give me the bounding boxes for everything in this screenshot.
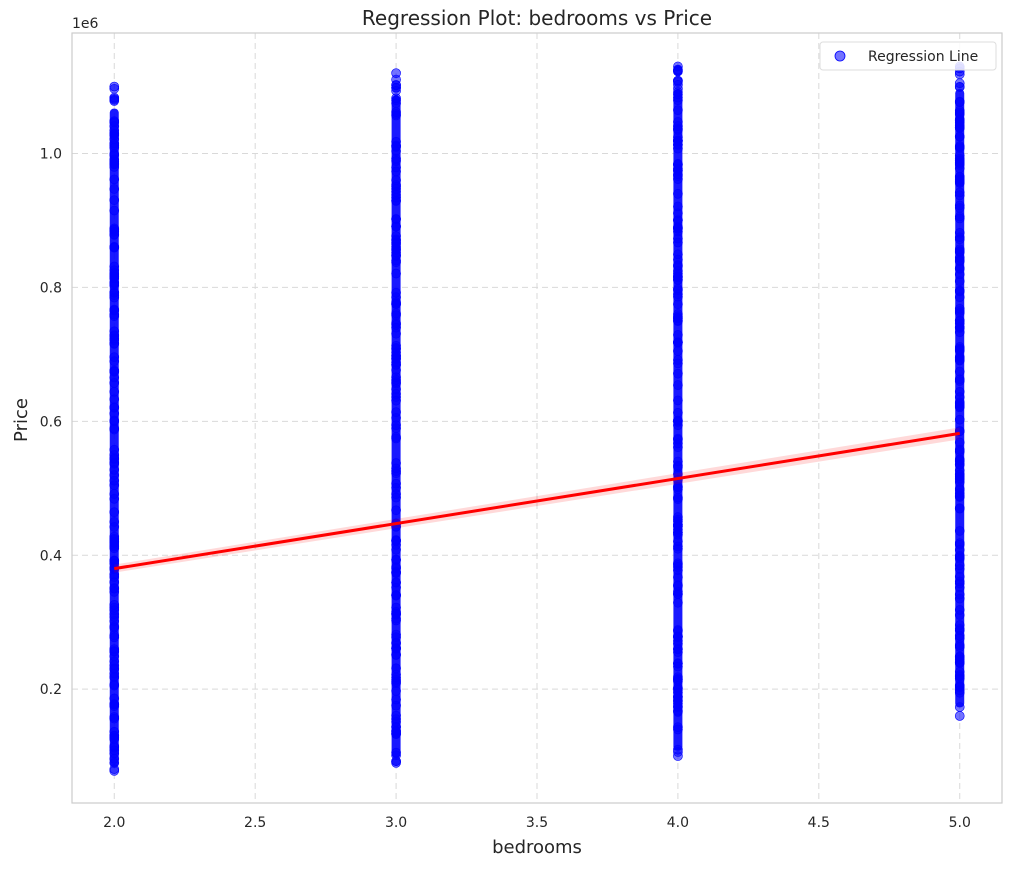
x-tick-label: 3.0 — [385, 815, 407, 831]
x-tick-label: 4.0 — [667, 815, 689, 831]
scatter-cluster — [391, 95, 401, 759]
y-tick-label: 0.6 — [40, 414, 62, 430]
y-tick-label: 0.4 — [40, 548, 62, 564]
x-axis-ticks: 2.0 2.5 3.0 3.5 4.0 4.5 5.0 — [103, 815, 971, 831]
y-tick-label: 0.2 — [40, 682, 62, 698]
y-axis-ticks: 0.2 0.4 0.6 0.8 1.0 — [40, 147, 62, 699]
x-tick-label: 5.0 — [949, 815, 971, 831]
legend: Regression Line — [819, 41, 997, 71]
y-offset-label: 1e6 — [72, 16, 99, 32]
x-tick-label: 2.0 — [103, 815, 125, 831]
y-tick-label: 1.0 — [40, 147, 62, 163]
x-tick-label: 4.5 — [808, 815, 830, 831]
scatter-point — [109, 83, 120, 94]
regression-line-path — [114, 431, 960, 571]
x-tick-label: 3.5 — [526, 815, 548, 831]
plot-frame — [71, 32, 1003, 804]
legend-box — [819, 41, 997, 71]
legend-label: Regression Line — [868, 49, 978, 65]
regression-line — [114, 431, 960, 571]
scatter-point — [673, 66, 683, 76]
x-tick-label: 2.5 — [244, 815, 266, 831]
y-axis-title: Price — [11, 398, 32, 442]
scatter-cluster — [955, 89, 965, 708]
scatter-point — [391, 80, 401, 91]
y-tick-label: 0.8 — [40, 280, 62, 296]
scatter-point — [673, 75, 683, 86]
scatter-points — [109, 61, 965, 776]
legend-marker — [834, 50, 846, 62]
scatter-point — [109, 96, 120, 106]
scatter-point — [391, 756, 401, 767]
x-axis-title: bedrooms — [492, 837, 582, 858]
scatter-cluster — [673, 89, 683, 751]
chart-title: Regression Plot: bedrooms vs Price — [362, 6, 712, 30]
scatter-cluster — [109, 108, 119, 767]
scatter-point — [954, 711, 965, 721]
